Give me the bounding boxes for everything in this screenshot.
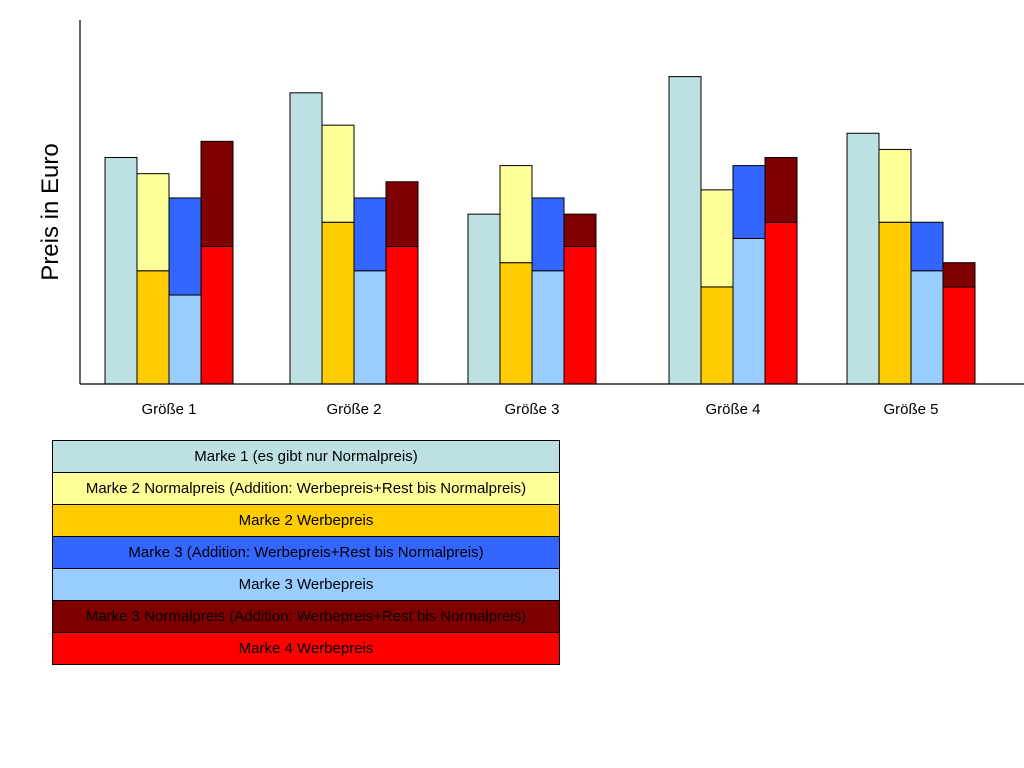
bar-marke3-normal-g2 bbox=[385, 181, 419, 247]
legend-item: Marke 2 Werbepreis bbox=[52, 504, 560, 537]
legend-item: Marke 1 (es gibt nur Normalpreis) bbox=[52, 440, 560, 473]
bar-marke1-g1 bbox=[104, 157, 138, 385]
legend: Marke 1 (es gibt nur Normalpreis) Marke 2… bbox=[52, 440, 560, 665]
bar-marke1-g3 bbox=[467, 213, 501, 385]
bar-marke3-werbe-g1 bbox=[168, 294, 202, 385]
x-tick-labels: Größe 1 Größe 2 Größe 3 Größe 4 Größe 5 bbox=[141, 401, 938, 418]
bar-marke2-normal-g4 bbox=[700, 189, 734, 288]
bar-marke2-werbe-g4 bbox=[700, 286, 734, 385]
legend-item: Marke 3 Werbepreis bbox=[52, 568, 560, 601]
bar-marke4-werbe-g3 bbox=[563, 245, 597, 385]
bar-marke2-normal-g3 bbox=[499, 165, 533, 264]
bar-marke1-g4 bbox=[668, 76, 702, 385]
bar-marke2-werbe-g1 bbox=[136, 270, 170, 385]
bar-marke3-rest-g3 bbox=[531, 197, 565, 272]
bar-marke3-werbe-g4 bbox=[732, 237, 766, 385]
bar-marke3-normal-g1 bbox=[200, 140, 234, 247]
bar-marke3-rest-g1 bbox=[168, 197, 202, 296]
bar-chart: Größe 1 Größe 2 Größe 3 Größe 4 Größe 5 Prei… bbox=[37, 20, 1024, 418]
legend-item: Marke 4 Werbepreis bbox=[52, 632, 560, 665]
bar-marke4-werbe-g1 bbox=[200, 245, 234, 385]
bar-marke2-normal-g2 bbox=[321, 124, 355, 223]
bars-layer bbox=[104, 76, 976, 385]
bar-marke4-werbe-g5 bbox=[942, 286, 976, 385]
bar-marke3-werbe-g5 bbox=[910, 270, 944, 385]
legend-item: Marke 3 (Addition: Werbepreis+Rest bis N… bbox=[52, 536, 560, 569]
bar-marke2-normal-g1 bbox=[136, 173, 170, 272]
bar-marke3-normal-g3 bbox=[563, 213, 597, 247]
x-tick-label: Größe 5 bbox=[883, 401, 938, 418]
x-tick-label: Größe 1 bbox=[141, 401, 196, 418]
bar-marke4-werbe-g2 bbox=[385, 245, 419, 385]
bar-marke1-g5 bbox=[846, 132, 880, 385]
bar-marke3-werbe-g2 bbox=[353, 270, 387, 385]
bar-marke3-rest-g4 bbox=[732, 165, 766, 239]
bar-marke3-normal-g4 bbox=[764, 157, 798, 223]
bar-marke3-rest-g2 bbox=[353, 197, 387, 272]
y-axis-label: Preis in Euro bbox=[37, 143, 64, 280]
bar-marke2-werbe-g2 bbox=[321, 221, 355, 385]
x-tick-label: Größe 4 bbox=[705, 401, 760, 418]
bar-marke4-werbe-g4 bbox=[764, 221, 798, 385]
bar-marke1-g2 bbox=[289, 92, 323, 385]
bar-marke2-normal-g5 bbox=[878, 148, 912, 223]
legend-item: Marke 3 Normalpreis (Addition: Werbeprei… bbox=[52, 600, 560, 633]
x-tick-label: Größe 2 bbox=[326, 401, 381, 418]
bar-marke2-werbe-g3 bbox=[499, 262, 533, 385]
bar-marke3-rest-g5 bbox=[910, 221, 944, 272]
bar-marke3-normal-g5 bbox=[942, 262, 976, 288]
legend-item: Marke 2 Normalpreis (Addition: Werbeprei… bbox=[52, 472, 560, 505]
x-tick-label: Größe 3 bbox=[504, 401, 559, 418]
bar-marke2-werbe-g5 bbox=[878, 221, 912, 385]
bar-marke3-werbe-g3 bbox=[531, 270, 565, 385]
